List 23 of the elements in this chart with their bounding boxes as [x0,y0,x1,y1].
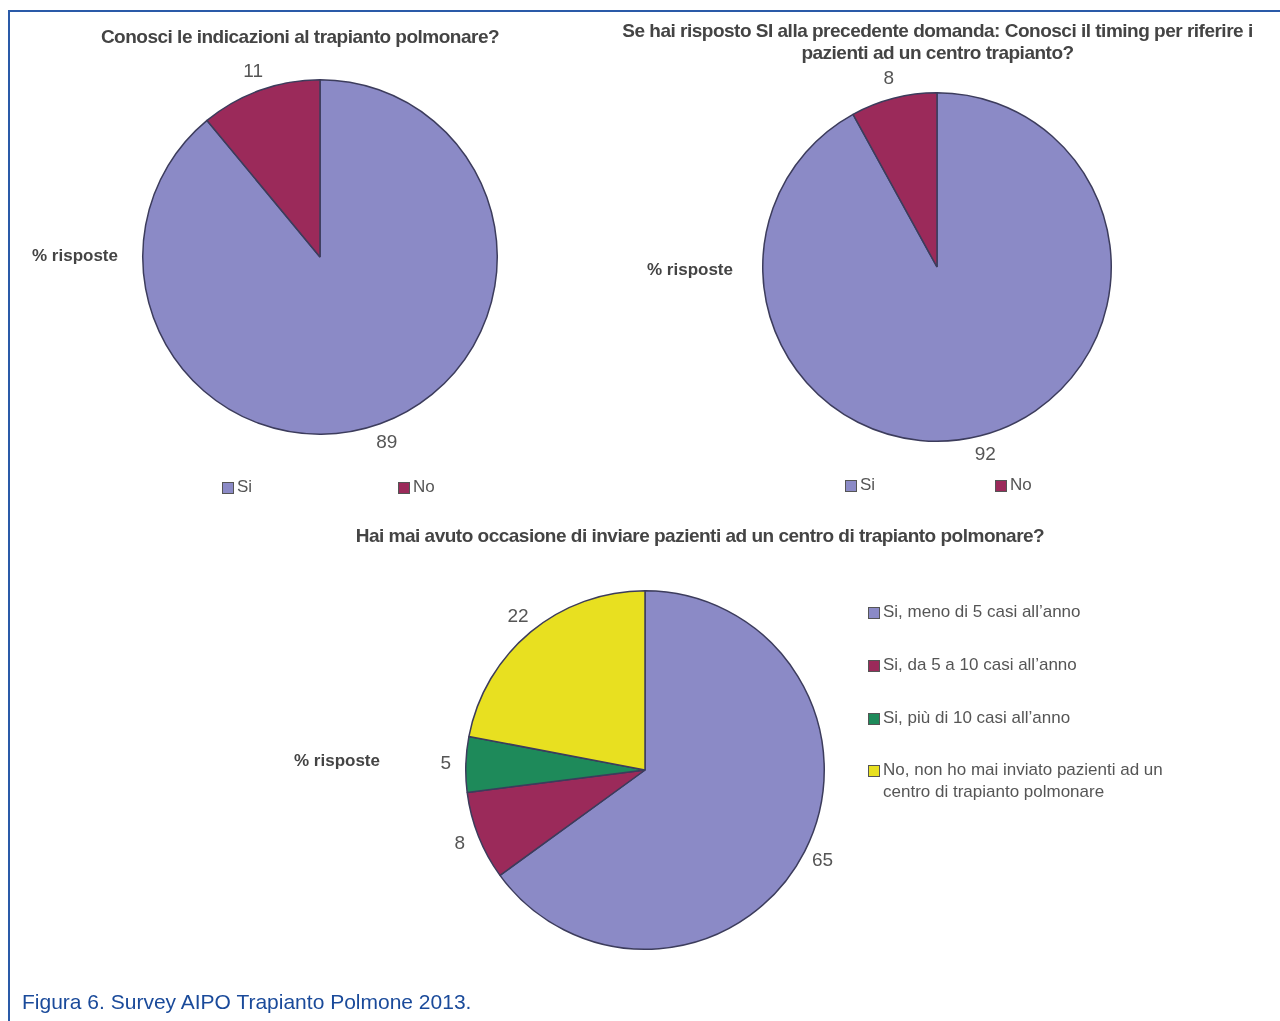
text: Figura 6. Survey AIPO Trapianto Polmone 2013. [22,990,472,1014]
data-label: 89 [376,430,398,452]
legend-label: Si, meno di 5 casi all’anno [883,601,1081,623]
data-label: 8 [883,67,894,89]
data-label: 5 [440,751,452,773]
legend-label: Si, da 5 a 10 casi all’anno [883,654,1077,676]
text: % risposte [294,751,380,771]
text: % risposte [32,246,118,266]
legend-label: No [1010,474,1032,496]
legend-label: Si [237,476,253,498]
chart-title: Hai mai avuto occasione di inviare pazienti ad un centro di trapianto polmonare? [354,525,1046,547]
data-label: 92 [974,443,996,465]
data-label: 8 [454,831,466,853]
legend-label: No, non ho mai inviato pazienti ad un centro di trapianto polmonare [883,759,1164,803]
chart-title: Se hai risposto SI alla precedente domanda: Conosci il timing per riferire i pazienti ad un centro trapianto? [621,20,1254,64]
data-label: 22 [507,604,529,626]
legend-label: No [413,476,435,498]
data-label: 11 [243,59,264,81]
legend-label: Si [860,474,876,496]
legend-label: Si, più di 10 casi all’anno [883,707,1071,729]
chart-title: Conosci le indicazioni al trapianto polmonare? [99,26,501,48]
text: % risposte [647,260,733,280]
data-label: 65 [811,848,834,870]
